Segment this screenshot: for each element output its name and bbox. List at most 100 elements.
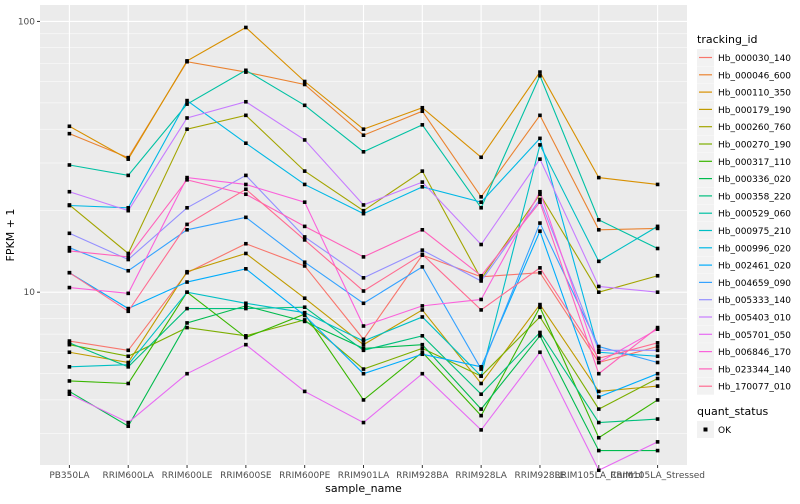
data-point <box>126 348 131 353</box>
data-point <box>302 169 307 173</box>
data-point <box>302 103 307 108</box>
data-point <box>420 315 425 319</box>
data-point <box>596 395 601 399</box>
data-point <box>420 105 425 110</box>
data-point <box>244 251 248 256</box>
data-point <box>596 350 601 355</box>
legend-label: Hb_000317_110 <box>718 158 791 168</box>
data-point <box>126 251 131 256</box>
data-point <box>67 189 72 194</box>
data-point <box>538 113 542 118</box>
data-point <box>361 420 366 425</box>
data-point <box>479 277 483 281</box>
data-point <box>185 269 189 274</box>
data-point <box>655 325 660 330</box>
data-point <box>126 257 131 262</box>
data-point <box>655 344 660 349</box>
data-point <box>538 197 542 202</box>
data-point <box>420 227 425 232</box>
data-point <box>244 301 248 306</box>
x-tick-label: RRIM600PE <box>279 471 331 481</box>
data-point <box>655 182 660 187</box>
data-point <box>244 173 248 178</box>
data-point <box>479 195 483 199</box>
data-point <box>361 348 366 353</box>
data-point <box>655 360 660 365</box>
y-tick-label: 10 <box>24 288 36 298</box>
x-tick-label: RRIM928LE <box>515 471 566 481</box>
data-point <box>244 267 248 271</box>
data-point <box>185 325 189 330</box>
data-point <box>479 205 483 210</box>
data-point <box>185 321 189 325</box>
x-tick-label: RRIM105LA_Control <box>555 471 644 481</box>
data-point <box>420 371 425 376</box>
data-point <box>538 305 542 310</box>
data-point <box>67 163 72 167</box>
data-point <box>420 350 425 355</box>
data-point <box>420 265 425 269</box>
data-point <box>538 270 542 275</box>
x-axis-title: sample_name <box>325 482 402 495</box>
data-point <box>361 211 366 216</box>
data-point <box>538 334 542 338</box>
data-point <box>420 109 425 114</box>
data-point <box>596 371 601 376</box>
data-point <box>185 175 189 180</box>
data-point <box>244 342 248 347</box>
legend-shape-marker <box>703 427 708 432</box>
data-point <box>67 392 72 396</box>
legend-label: Hb_005333_140 <box>718 296 791 306</box>
data-point <box>302 235 307 239</box>
data-point <box>126 306 131 311</box>
y-axis: 10 100 <box>18 17 40 298</box>
data-point <box>655 224 660 229</box>
data-point <box>361 339 366 343</box>
data-point <box>126 420 131 425</box>
data-point <box>596 435 601 440</box>
data-point <box>479 374 483 378</box>
data-point <box>126 309 131 314</box>
data-point <box>185 59 189 63</box>
x-tick-label: RRIM901LA <box>338 471 390 481</box>
data-point <box>185 306 189 311</box>
data-point <box>67 124 72 129</box>
data-point <box>185 280 189 284</box>
data-point <box>361 208 366 213</box>
data-point <box>479 200 483 204</box>
data-point <box>538 73 542 78</box>
data-point <box>596 227 601 232</box>
data-point <box>244 25 248 30</box>
legend-label: Hb_004659_090 <box>718 279 791 289</box>
data-point <box>655 448 660 453</box>
data-point <box>655 354 660 359</box>
data-point <box>596 389 601 394</box>
data-point <box>185 227 189 232</box>
data-points <box>67 25 660 473</box>
data-point <box>420 180 425 184</box>
data-point <box>655 290 660 294</box>
data-point <box>538 70 542 74</box>
data-point <box>185 290 189 294</box>
data-point <box>655 371 660 376</box>
data-point <box>302 305 307 310</box>
x-tick-label: RRIM105LA_Stressed <box>610 471 705 481</box>
data-point <box>479 407 483 411</box>
data-point <box>655 440 660 444</box>
data-point <box>655 348 660 353</box>
data-point <box>185 102 189 106</box>
data-point <box>596 468 601 473</box>
legend-label: Hb_006846_170 <box>718 348 791 358</box>
data-point <box>126 360 131 365</box>
data-point <box>479 155 483 160</box>
data-point <box>655 398 660 402</box>
data-point <box>538 221 542 225</box>
data-point <box>420 169 425 173</box>
data-point <box>538 315 542 319</box>
data-point <box>655 341 660 345</box>
data-point <box>302 313 307 318</box>
data-point <box>67 350 72 355</box>
legend-label: Hb_000975_210 <box>718 227 791 237</box>
data-point <box>126 268 131 273</box>
